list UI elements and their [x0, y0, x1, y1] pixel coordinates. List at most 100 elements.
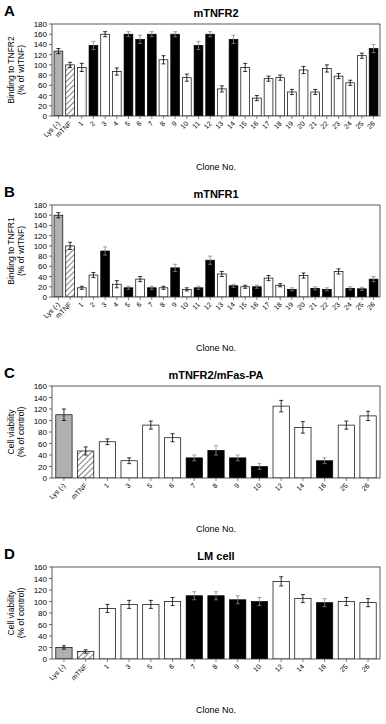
- error-bar: [290, 288, 294, 291]
- y-tick-label: 80: [38, 428, 47, 437]
- x-tick: [70, 116, 71, 119]
- error-cap: [115, 75, 119, 76]
- bar: [276, 285, 285, 297]
- x-tick-label: 4: [112, 120, 120, 128]
- error-line: [150, 421, 151, 429]
- x-tick: [245, 297, 246, 300]
- x-tick-label: 16: [317, 482, 328, 493]
- error-line: [237, 596, 238, 604]
- error-cap: [161, 63, 165, 64]
- error-bar: [337, 269, 341, 274]
- error-cap: [126, 289, 130, 290]
- bar: [273, 581, 289, 659]
- error-line: [368, 411, 369, 420]
- y-tick: [49, 636, 52, 637]
- error-cap: [301, 421, 305, 422]
- error-bar: [185, 74, 189, 81]
- x-tick: [373, 116, 374, 119]
- x-tick: [268, 297, 269, 300]
- error-line: [256, 285, 257, 288]
- error-cap: [360, 58, 364, 59]
- error-line: [338, 269, 339, 274]
- error-line: [361, 287, 362, 290]
- error-bar: [208, 32, 212, 37]
- title: mTNFR1: [193, 188, 238, 200]
- error-cap: [257, 463, 261, 464]
- x-tick-label: 10: [179, 301, 190, 312]
- error-bar: [126, 32, 130, 37]
- error-line: [151, 32, 152, 37]
- error-cap: [62, 645, 66, 646]
- error-cap: [344, 597, 348, 598]
- x-tick-label: 8: [211, 482, 219, 490]
- bar: [276, 78, 285, 116]
- x-tick-label: 15: [237, 301, 248, 312]
- x-tick: [361, 116, 362, 119]
- error-cap: [279, 585, 283, 586]
- x-tick-label: 3: [100, 301, 108, 309]
- x-tick-label: 1: [102, 663, 110, 671]
- error-line: [58, 49, 59, 54]
- error-line: [210, 32, 211, 37]
- x-tick-label: 17: [261, 301, 272, 312]
- y-tick-label: 80: [38, 252, 47, 261]
- error-cap: [103, 36, 107, 37]
- bar: [230, 600, 246, 659]
- bar: [194, 288, 203, 297]
- x-tick: [105, 297, 106, 300]
- error-cap: [105, 604, 109, 605]
- error-line: [268, 276, 269, 281]
- y-tick-label: 60: [38, 262, 47, 271]
- error-cap: [302, 278, 306, 279]
- y-tick: [49, 256, 52, 257]
- x-tick-label: 11: [191, 120, 201, 130]
- panel: AmTNFR2020406080100120140160180Lys (-)mT…: [4, 2, 380, 172]
- x-tick: [210, 297, 211, 300]
- y-tick: [49, 85, 52, 86]
- error-cap: [360, 290, 364, 291]
- x-tick: [237, 659, 238, 662]
- error-bar: [257, 464, 261, 470]
- x-tick-label: 2: [88, 301, 96, 309]
- y-tick-label: 60: [38, 440, 47, 449]
- error-cap: [232, 43, 236, 44]
- error-line: [281, 577, 282, 586]
- bar: [56, 415, 72, 478]
- error-cap: [208, 36, 212, 37]
- x-tick-label: 16: [317, 663, 328, 674]
- bar: [217, 274, 226, 297]
- x-tick: [259, 478, 260, 481]
- error-line: [268, 76, 269, 81]
- error-line: [256, 96, 257, 101]
- error-cap: [267, 275, 271, 276]
- y-tick-label: 0: [43, 655, 48, 664]
- bar: [206, 34, 215, 116]
- x-tick: [172, 478, 173, 481]
- error-bar: [214, 592, 218, 600]
- error-cap: [171, 597, 175, 598]
- bar: [252, 287, 261, 297]
- error-cap: [68, 249, 72, 250]
- error-bar: [278, 284, 282, 287]
- bar: [264, 79, 273, 116]
- error-cap: [337, 268, 341, 269]
- bar: [208, 596, 224, 659]
- error-bar: [171, 434, 175, 442]
- y-tick: [49, 34, 52, 35]
- error-line: [93, 272, 94, 277]
- error-line: [291, 288, 292, 291]
- bar: [143, 604, 159, 659]
- x-tick: [346, 478, 347, 481]
- x-tick: [175, 297, 176, 300]
- error-bar: [372, 44, 376, 52]
- error-cap: [290, 89, 294, 90]
- y-label: Binding to TNFR1(% of wtTNF): [6, 217, 26, 285]
- x-tick: [81, 297, 82, 300]
- error-bar: [344, 597, 348, 605]
- error-line: [70, 62, 71, 67]
- error-cap: [91, 49, 95, 50]
- error-line: [361, 53, 362, 58]
- y-tick-label: 0: [43, 112, 48, 121]
- error-line: [324, 458, 325, 464]
- y-tick-label: 20: [38, 644, 47, 653]
